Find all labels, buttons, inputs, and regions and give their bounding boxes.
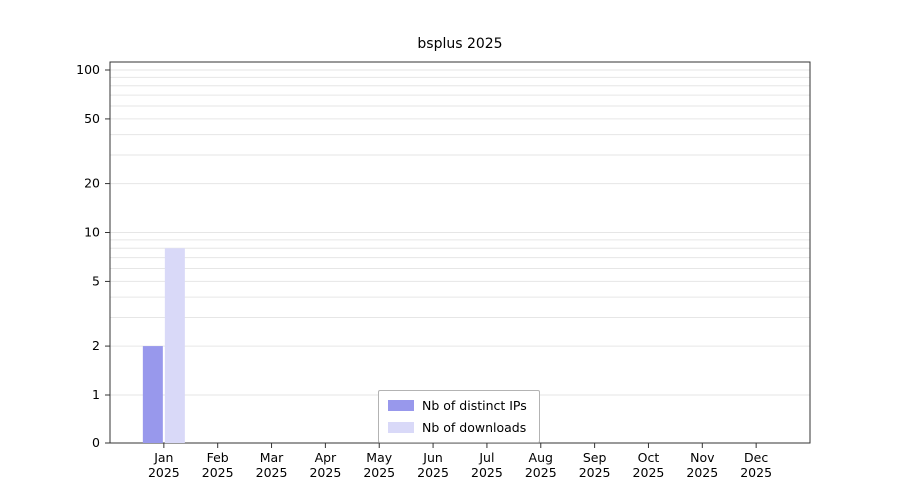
x-tick-label-month: Jan xyxy=(153,450,173,465)
x-tick-label-month: Feb xyxy=(207,450,229,465)
y-tick-label: 0 xyxy=(92,435,100,450)
x-tick-label-month: Aug xyxy=(529,450,553,465)
y-tick-label: 2 xyxy=(92,338,100,353)
legend-swatch-distinct-ips xyxy=(388,400,414,411)
x-tick-label-month: Oct xyxy=(638,450,660,465)
y-tick-label: 10 xyxy=(84,225,100,240)
x-tick-label-month: May xyxy=(366,450,392,465)
x-tick-label-year: 2025 xyxy=(633,465,665,480)
x-tick-label-year: 2025 xyxy=(686,465,718,480)
x-tick-label-year: 2025 xyxy=(740,465,772,480)
x-tick-label-month: Jul xyxy=(478,450,494,465)
x-tick-label-year: 2025 xyxy=(525,465,557,480)
x-tick-label-year: 2025 xyxy=(256,465,288,480)
x-tick-label-year: 2025 xyxy=(148,465,180,480)
bar-downloads xyxy=(164,248,185,443)
y-tick-label: 100 xyxy=(76,62,100,77)
y-tick-label: 1 xyxy=(92,387,100,402)
legend: Nb of distinct IPs Nb of downloads xyxy=(378,390,540,443)
x-tick-label-year: 2025 xyxy=(202,465,234,480)
x-tick-label-year: 2025 xyxy=(417,465,449,480)
x-tick-label-month: Nov xyxy=(690,450,715,465)
chart-title: bsplus 2025 xyxy=(417,36,503,52)
y-tick-label: 20 xyxy=(84,176,100,191)
x-tick-label-year: 2025 xyxy=(363,465,395,480)
x-tick-label-month: Dec xyxy=(744,450,768,465)
x-tick-label-month: Apr xyxy=(315,450,337,465)
legend-swatch-downloads xyxy=(388,422,414,433)
x-tick-label-month: Mar xyxy=(260,450,284,465)
legend-label-distinct-ips: Nb of distinct IPs xyxy=(422,398,527,413)
y-tick-label: 50 xyxy=(84,111,100,126)
legend-item-downloads: Nb of downloads xyxy=(388,420,527,435)
bar-distinct-ips xyxy=(142,346,163,443)
x-tick-label-year: 2025 xyxy=(579,465,611,480)
x-tick-label-month: Jun xyxy=(422,450,443,465)
legend-item-distinct-ips: Nb of distinct IPs xyxy=(388,398,527,413)
x-tick-label-month: Sep xyxy=(583,450,607,465)
y-tick-label: 5 xyxy=(92,273,100,288)
x-tick-label-year: 2025 xyxy=(309,465,341,480)
plot-frame xyxy=(109,61,811,444)
x-tick-label-year: 2025 xyxy=(471,465,503,480)
legend-label-downloads: Nb of downloads xyxy=(422,420,527,435)
